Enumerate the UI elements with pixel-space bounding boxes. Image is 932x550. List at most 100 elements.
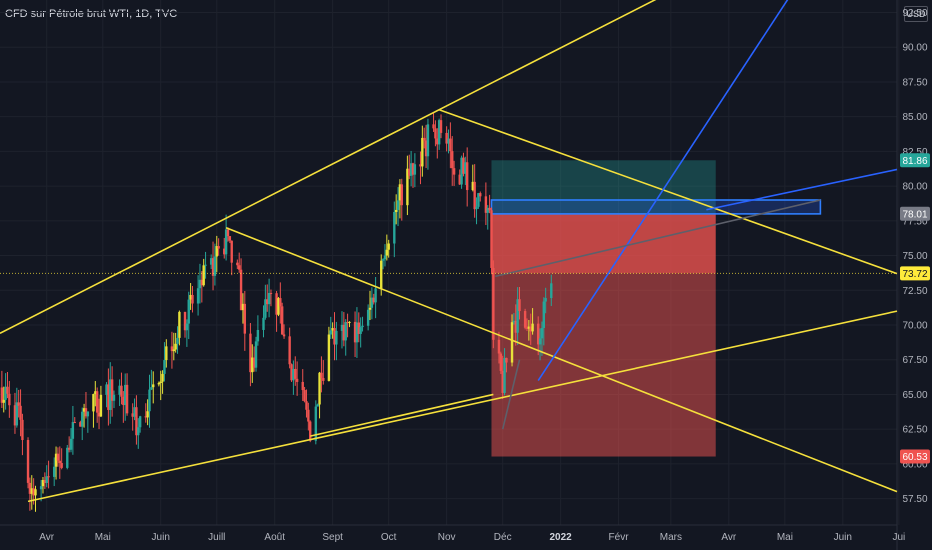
candle-body — [133, 407, 136, 417]
price-tick-label: 65.00 — [902, 390, 927, 401]
candle-body — [505, 357, 508, 363]
candle-body — [512, 320, 516, 323]
candle-body — [52, 466, 56, 477]
candle-body — [279, 298, 282, 307]
target-zone — [491, 273, 716, 457]
candle-body — [32, 488, 35, 496]
candle-body — [26, 440, 30, 483]
candle-body — [124, 384, 127, 406]
price-badges: 81.86 78.01 73.72 60.53 — [900, 153, 930, 464]
candle-body — [361, 325, 364, 328]
candle-body — [69, 438, 73, 450]
candle-body — [243, 303, 247, 334]
candle-body — [8, 393, 11, 406]
candle-body — [21, 419, 24, 441]
candle-body — [211, 258, 215, 276]
candle-body — [144, 416, 147, 418]
candle-body — [514, 320, 517, 333]
candle-body — [196, 288, 200, 304]
time-tick-label: Mars — [660, 532, 682, 543]
candle-body — [359, 327, 362, 334]
currency-button[interactable]: USD — [904, 6, 928, 22]
candle-body — [340, 324, 344, 331]
candle-body — [200, 279, 204, 286]
time-tick-label: 2022 — [550, 532, 573, 543]
candle-body — [333, 328, 336, 345]
candle-body — [159, 381, 162, 383]
candle-body — [275, 293, 278, 315]
candle-body — [280, 306, 284, 335]
candle-body — [176, 337, 179, 344]
candle-body — [202, 265, 205, 286]
time-tick-label: Avr — [721, 532, 736, 543]
candle-body — [137, 427, 140, 436]
candle-body — [473, 181, 476, 210]
time-tick-label: Nov — [438, 532, 456, 543]
candle-body — [439, 120, 443, 133]
candle-body — [445, 132, 448, 144]
candle-body — [0, 387, 4, 403]
candle-body — [264, 299, 267, 318]
stop-price-badge: 81.86 — [902, 156, 927, 167]
candle-body — [228, 236, 232, 241]
candle-body — [292, 368, 295, 381]
price-tick-label: 72.50 — [902, 286, 927, 297]
candle-body — [370, 297, 374, 308]
candle-body — [393, 211, 396, 244]
candle-body — [94, 391, 97, 395]
candle-body — [249, 333, 252, 373]
candle-body — [436, 138, 439, 145]
price-tick-label: 85.00 — [902, 112, 927, 123]
current-price-badge-bg — [900, 266, 930, 281]
candle-body — [226, 229, 230, 237]
candle-body — [318, 372, 321, 405]
trendline — [537, 0, 789, 381]
candle-body — [510, 322, 514, 363]
candle-body — [538, 338, 542, 345]
candle-body — [148, 389, 151, 412]
candle-body — [251, 357, 254, 373]
candle-body — [213, 256, 217, 276]
candle-body — [335, 330, 338, 345]
candle-body — [146, 411, 149, 418]
candle-body — [307, 409, 310, 422]
candle-body — [191, 294, 194, 304]
candle-body — [396, 200, 400, 210]
price-tick-label: 90.00 — [902, 43, 927, 54]
candle-body — [385, 249, 389, 256]
candle-body — [484, 196, 488, 213]
candle-body — [372, 297, 375, 303]
candle-body — [368, 307, 372, 310]
price-tick-label: 67.50 — [902, 355, 927, 366]
candle-body — [79, 422, 82, 427]
candle-body — [460, 157, 463, 185]
time-tick-label: Juill — [208, 532, 225, 543]
candle-body — [73, 422, 76, 424]
time-tick-label: Jui — [892, 532, 905, 543]
candle-body — [295, 378, 299, 382]
price-tick-label: 80.00 — [902, 182, 927, 193]
candle-body — [71, 422, 75, 439]
time-axis[interactable]: Avr Mai Juin Juill Août Sept Oct Nov Déc 2022 Févr… — [39, 532, 905, 543]
trendline — [27, 310, 898, 503]
candle-body — [19, 405, 22, 420]
target-zone-filled — [491, 213, 716, 274]
time-tick-label: Mai — [95, 532, 111, 543]
entry-price-badge-bg — [900, 206, 930, 221]
candle-body — [447, 138, 450, 144]
candle-body — [380, 260, 383, 289]
candle-body — [301, 381, 304, 391]
price-axis[interactable]: 57.50 60.00 62.50 65.00 67.50 70.00 72.50 75.00… — [902, 8, 927, 505]
candle-body — [138, 416, 142, 428]
candle-body — [269, 292, 273, 294]
candle-body — [342, 324, 346, 341]
candle-body — [408, 168, 411, 176]
candle-body — [39, 486, 43, 490]
candle-body — [434, 128, 437, 139]
trendline — [438, 108, 898, 275]
candle-body — [95, 391, 99, 413]
trendlines[interactable] — [0, 0, 932, 503]
position-zones — [490, 160, 822, 457]
candle-body — [314, 406, 318, 441]
